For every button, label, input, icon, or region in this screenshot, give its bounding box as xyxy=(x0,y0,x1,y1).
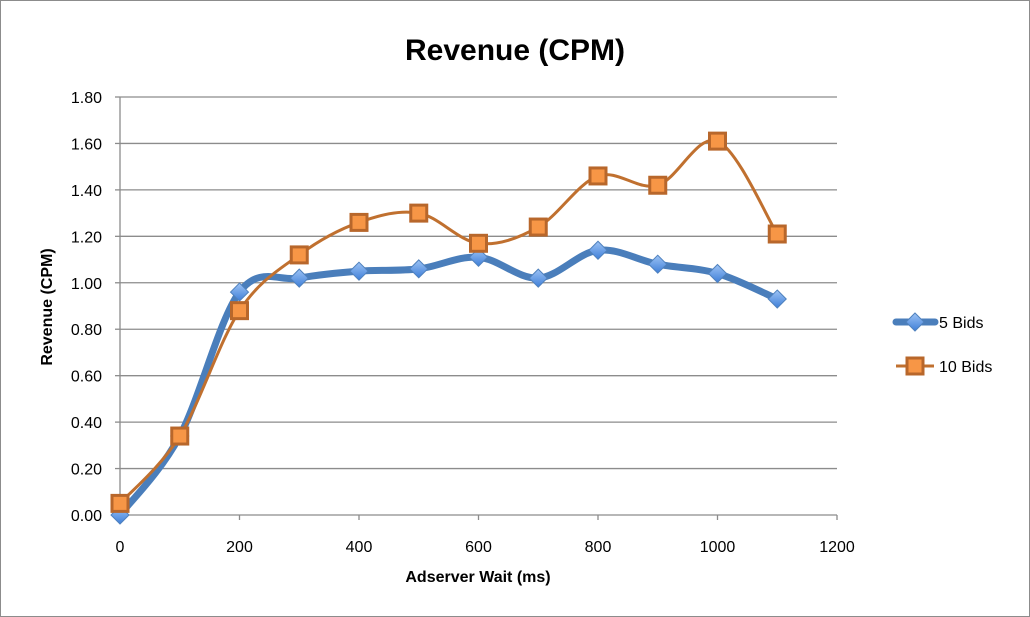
y-tick-label: 1.40 xyxy=(71,183,102,200)
data-point-diamond xyxy=(588,240,608,260)
x-axis-label: Adserver Wait (ms) xyxy=(405,569,550,586)
data-point-diamond xyxy=(648,254,668,274)
data-point-square xyxy=(409,203,429,223)
data-point-diamond xyxy=(528,268,548,288)
data-point-square xyxy=(349,212,369,232)
data-point-diamond xyxy=(289,268,309,288)
y-tick-label: 1.00 xyxy=(71,276,102,293)
x-tick-label: 800 xyxy=(585,539,612,556)
data-point-diamond xyxy=(707,263,728,284)
series-5-bids xyxy=(110,240,787,525)
y-tick-label: 1.80 xyxy=(71,90,102,107)
data-point-diamond xyxy=(905,312,925,332)
data-point-diamond xyxy=(229,282,250,302)
series-line xyxy=(118,138,779,505)
series-line xyxy=(116,246,781,519)
legend-label: 10 Bids xyxy=(939,359,992,376)
x-tick-label: 200 xyxy=(226,539,253,556)
y-tick-label: 0.00 xyxy=(71,508,102,525)
x-tick-label: 600 xyxy=(465,539,492,556)
y-tick-label: 0.60 xyxy=(71,369,102,386)
y-tick-label: 0.40 xyxy=(71,415,102,432)
data-point-diamond xyxy=(409,259,429,279)
data-point-diamond xyxy=(349,261,369,281)
x-tick-label: 0 xyxy=(116,539,125,556)
x-tick-label: 400 xyxy=(346,539,373,556)
data-point-square xyxy=(528,217,548,237)
x-tick-label: 1000 xyxy=(700,539,736,556)
y-tick-label: 1.60 xyxy=(71,136,102,153)
y-tick-label: 0.80 xyxy=(71,322,102,339)
data-point-square xyxy=(905,356,925,376)
data-point-square xyxy=(708,131,727,151)
data-point-square xyxy=(648,175,668,195)
data-point-square xyxy=(170,426,190,446)
series-10-bids xyxy=(110,131,787,513)
legend-item: 5 Bids xyxy=(892,312,983,332)
data-point-square xyxy=(110,493,130,513)
data-point-square xyxy=(230,301,249,321)
data-point-diamond xyxy=(767,289,787,309)
legend-item: 10 Bids xyxy=(896,356,992,376)
data-point-square xyxy=(289,245,309,265)
data-point-square xyxy=(767,224,787,244)
y-tick-label: 1.20 xyxy=(71,229,102,246)
data-point-square xyxy=(469,233,488,253)
x-tick-label: 1200 xyxy=(819,539,855,556)
legend-label: 5 Bids xyxy=(939,315,983,332)
data-point-square xyxy=(588,166,608,186)
chart-title: Revenue (CPM) xyxy=(405,34,625,67)
y-tick-label: 0.20 xyxy=(71,462,102,479)
y-axis-label: Revenue (CPM) xyxy=(39,248,56,365)
data-point-diamond xyxy=(468,247,489,267)
